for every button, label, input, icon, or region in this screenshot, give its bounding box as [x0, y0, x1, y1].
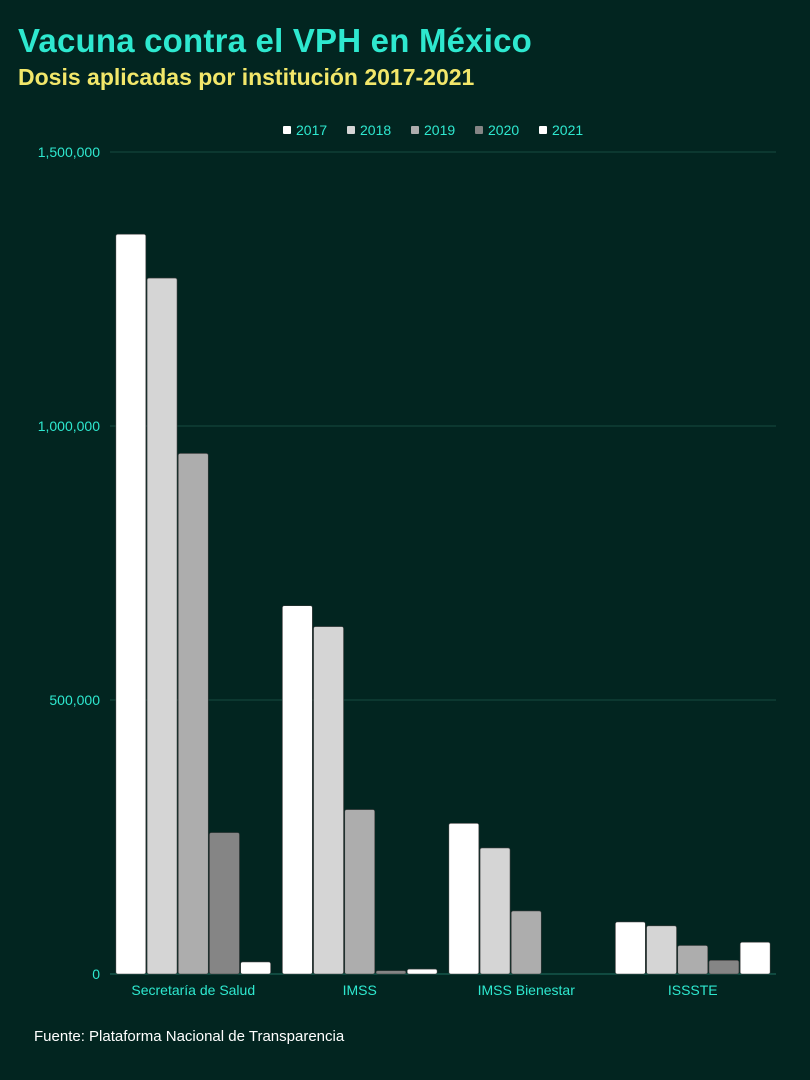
- bar-2020: [708, 959, 740, 975]
- legend-swatch: [347, 126, 355, 134]
- bar-2019: [177, 453, 209, 975]
- bar-2018: [146, 277, 178, 975]
- legend-label: 2018: [360, 122, 391, 138]
- bar-2018: [646, 925, 677, 975]
- bar-2019: [677, 945, 709, 975]
- bar-2019: [344, 809, 376, 975]
- bar-2021: [240, 961, 271, 975]
- y-axis-ticks: 0 500,000 1,000,000 1,500,000: [38, 144, 101, 982]
- y-tick-label: 1,500,000: [38, 144, 100, 160]
- legend-swatch: [539, 126, 547, 134]
- bar-2017: [282, 605, 313, 975]
- y-tick-label: 0: [92, 966, 100, 982]
- bar-2021: [406, 968, 438, 975]
- legend-label: 2017: [296, 122, 327, 138]
- source-note: Fuente: Plataforma Nacional de Transpare…: [34, 1028, 345, 1045]
- y-tick-label: 500,000: [49, 692, 100, 708]
- x-tick-label: IMSS: [343, 982, 377, 998]
- bar-2018: [479, 847, 511, 975]
- bar-2018: [313, 626, 344, 975]
- bar-2017: [115, 233, 147, 975]
- legend-swatch: [411, 126, 419, 134]
- bar-2017: [615, 921, 646, 975]
- x-tick-label: IMSS Bienestar: [478, 982, 576, 998]
- legend: 2017 2018 2019 2020 2021: [283, 122, 583, 138]
- bar-2020: [375, 970, 407, 975]
- bar-2020: [209, 832, 240, 975]
- bar-2017: [448, 822, 480, 975]
- legend-label: 2021: [552, 122, 583, 138]
- x-tick-label: ISSSTE: [668, 982, 718, 998]
- legend-label: 2020: [488, 122, 519, 138]
- x-tick-label: Secretaría de Salud: [131, 982, 255, 998]
- chart-subtitle: Dosis aplicadas por institución 2017-202…: [18, 64, 475, 90]
- x-axis-ticks: Secretaría de Salud IMSS IMSS Bienestar ISS…: [131, 982, 717, 998]
- legend-swatch: [475, 126, 483, 134]
- bar-2021: [739, 941, 771, 975]
- legend-swatch: [283, 126, 291, 134]
- y-tick-label: 1,000,000: [38, 418, 100, 434]
- chart-title: Vacuna contra el VPH en México: [18, 22, 533, 59]
- bar-chart: 0 500,000 1,000,000 1,500,000 Secretaría de…: [38, 122, 776, 998]
- bar-2019: [510, 910, 542, 975]
- legend-label: 2019: [424, 122, 455, 138]
- bars: [115, 233, 771, 975]
